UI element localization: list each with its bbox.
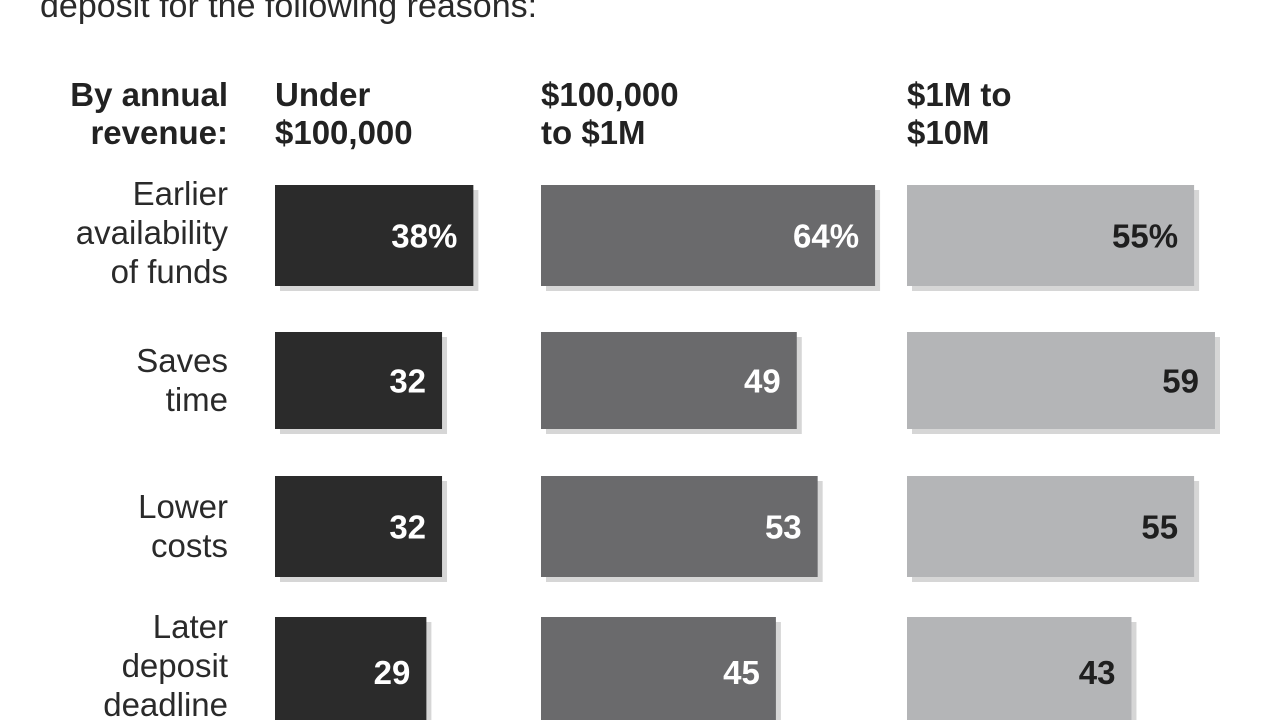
row-label-line: Later <box>152 608 228 645</box>
bar-under-100k-row-1 <box>275 185 474 286</box>
bar-value-label: 38% <box>391 218 457 255</box>
bar-1m-to-10m-row-3 <box>907 476 1195 577</box>
series-header-under-100k: Under $100,000 <box>275 76 413 152</box>
bar-value-label: 49 <box>744 363 781 400</box>
bar-100k-to-1m-row-3 <box>541 476 818 577</box>
bar-value-label: 55 <box>1141 509 1178 546</box>
bar-under-100k-row-3 <box>275 476 443 577</box>
bar-value-label: 59 <box>1162 363 1199 400</box>
row-label-earlier-availability: Earlier availability of funds <box>76 174 228 291</box>
bar-1m-to-10m-row-1 <box>907 185 1195 286</box>
bar-value-label: 32 <box>389 509 426 546</box>
bar-under-100k-row-4 <box>275 617 427 720</box>
series-header-line: $10M <box>907 114 990 151</box>
group-label-line-2: revenue: <box>90 114 228 151</box>
bar-1m-to-10m-row-4 <box>907 617 1132 720</box>
row-label-line: time <box>165 381 228 418</box>
row-label-later-deposit-deadline: Later deposit deadline <box>103 607 228 724</box>
series-header-line: $100,000 <box>541 76 679 113</box>
row-label-lower-costs: Lower costs <box>138 487 228 565</box>
bar-100k-to-1m-row-4 <box>541 617 776 720</box>
row-label-line: availability <box>75 214 228 251</box>
row-label-line: Saves <box>136 342 228 379</box>
bar-value-label: 32 <box>389 363 426 400</box>
bar-100k-to-1m-row-2 <box>541 332 797 429</box>
series-header-line: $100,000 <box>275 114 413 151</box>
row-label-saves-time: Saves time <box>136 341 228 419</box>
bar-value-label: 29 <box>374 654 411 691</box>
row-label-line: Earlier <box>132 175 228 212</box>
bar-under-100k-row-2 <box>275 332 443 429</box>
row-label-line: costs <box>150 527 228 564</box>
group-label-line-1: By annual <box>70 76 228 113</box>
bar-value-label: 45 <box>723 654 760 691</box>
intro-text: deposit for the following reasons: <box>40 0 538 25</box>
row-label-line: deadline <box>103 686 228 723</box>
bar-100k-to-1m-row-1 <box>541 185 876 286</box>
row-label-line: deposit <box>121 647 228 684</box>
row-label-line: Lower <box>138 488 228 525</box>
bar-value-label: 64% <box>793 218 859 255</box>
bar-1m-to-10m-row-2 <box>907 332 1215 429</box>
row-label-line: of funds <box>110 253 228 290</box>
bar-value-label: 53 <box>765 509 802 546</box>
series-header-100k-to-1m: $100,000 to $1M <box>541 76 679 152</box>
bar-value-label: 55% <box>1112 218 1178 255</box>
series-header-line: $1M to <box>907 76 1012 113</box>
series-header-1m-to-10m: $1M to $10M <box>907 76 1012 152</box>
bar-value-label: 43 <box>1079 654 1116 691</box>
group-label: By annual revenue: <box>70 76 228 152</box>
series-header-line: to $1M <box>541 114 646 151</box>
series-header-line: Under <box>275 76 371 113</box>
